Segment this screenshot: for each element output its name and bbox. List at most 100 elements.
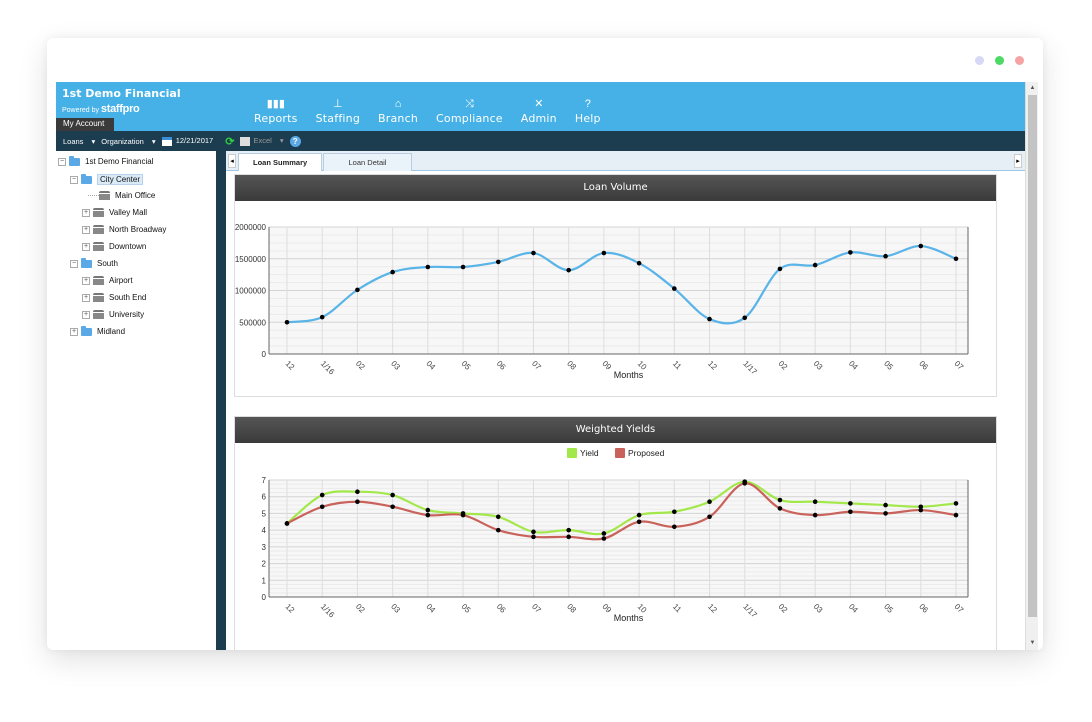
scroll-thumb[interactable] <box>1028 95 1037 617</box>
data-point <box>495 514 501 520</box>
my-account-button[interactable]: My Account <box>56 118 114 131</box>
x-tick-label: 04 <box>847 359 860 372</box>
x-tick-label: 12 <box>706 602 719 615</box>
data-point <box>777 506 783 511</box>
sidebar-splitter[interactable] <box>216 151 226 650</box>
x-tick-label: 07 <box>953 359 966 372</box>
nav-label: Compliance <box>436 112 503 125</box>
data-point <box>566 534 571 540</box>
help-icon[interactable]: ? <box>289 135 301 147</box>
data-point <box>355 499 360 505</box>
refresh-icon[interactable]: ⟳ <box>225 135 235 148</box>
tab-loan-summary[interactable]: Loan Summary <box>238 153 323 171</box>
collapse-toggle-icon[interactable]: − <box>70 259 78 268</box>
data-point <box>566 267 571 273</box>
tree-item[interactable]: + Valley Mall <box>82 208 147 217</box>
loans-dropdown[interactable]: Loans ▾ <box>63 136 96 146</box>
x-tick-label: 03 <box>812 359 825 372</box>
tab-scroll-right[interactable]: ▸ <box>1014 154 1022 168</box>
data-point <box>812 262 818 268</box>
expand-toggle-icon[interactable]: + <box>82 293 90 302</box>
tree-item[interactable]: − 1st Demo Financial <box>58 155 153 166</box>
excel-icon <box>240 136 251 146</box>
expand-toggle-icon[interactable]: + <box>70 327 78 336</box>
window-dot-close[interactable] <box>1015 56 1024 65</box>
tab-loan-detail[interactable]: Loan Detail <box>323 153 412 171</box>
window-dot-minimize[interactable] <box>975 56 984 65</box>
loans-label: Loans <box>63 136 84 146</box>
data-point <box>953 501 959 506</box>
x-tick-label: 06 <box>495 359 508 372</box>
tab-scroll-left[interactable]: ◂ <box>228 154 236 168</box>
excel-button[interactable]: Excel ▾ <box>240 136 284 146</box>
data-point <box>636 519 642 525</box>
data-point <box>848 509 853 515</box>
tree-item-label: Midland <box>97 327 126 336</box>
data-point <box>601 531 607 536</box>
tree-item[interactable]: + Downtown <box>82 242 146 251</box>
data-point <box>707 514 712 520</box>
tree-item[interactable]: + South End <box>82 293 146 302</box>
x-tick-label: 02 <box>354 359 367 372</box>
loan-volume-chart: 0 500000 1000000 1500000 2000000 12 1/16 02 03 04… <box>235 223 969 380</box>
organization-dropdown[interactable]: Organization ▾ <box>101 136 156 146</box>
nav-label: Help <box>574 112 601 125</box>
data-point <box>883 511 888 516</box>
vertical-scrollbar[interactable]: ▲ ▼ <box>1025 82 1038 650</box>
y-tick-label: 5 <box>262 509 267 518</box>
x-tick-label: 11 <box>671 359 684 372</box>
nav-reports[interactable]: ▮▮▮ Reports <box>254 98 298 125</box>
series-line <box>286 244 957 325</box>
x-tick-label: 11 <box>671 602 684 615</box>
data-point <box>319 314 325 320</box>
nav-branch[interactable]: ⌂ Branch <box>378 98 418 125</box>
nav-label: Admin <box>520 112 557 125</box>
tree-item[interactable]: + University <box>82 310 144 319</box>
legend-swatch <box>567 448 577 458</box>
tree-item[interactable]: − South <box>70 257 118 268</box>
expand-toggle-icon[interactable]: + <box>82 310 90 319</box>
data-point <box>918 507 924 513</box>
x-tick-label: 07 <box>953 602 966 615</box>
tree-item-label: North Broadway <box>109 225 167 234</box>
company-name: 1st Demo Financial <box>62 87 181 100</box>
collapse-toggle-icon[interactable]: − <box>58 157 66 166</box>
window-dot-maximize[interactable] <box>995 56 1004 65</box>
nav-label: Staffing <box>315 112 361 125</box>
tree-item[interactable]: + North Broadway <box>82 225 166 234</box>
data-point <box>672 286 677 291</box>
bank-icon <box>93 242 104 251</box>
top-navigation-bar: 1st Demo Financial Powered by staffpro M… <box>56 82 1025 131</box>
scroll-down-arrow[interactable]: ▼ <box>1029 640 1036 646</box>
tree-item-label: South End <box>109 293 147 302</box>
collapse-toggle-icon[interactable]: − <box>70 175 78 184</box>
expand-toggle-icon[interactable]: + <box>82 242 90 251</box>
data-point <box>495 527 501 533</box>
expand-toggle-icon[interactable]: + <box>82 208 90 217</box>
folder-icon <box>81 325 92 336</box>
powered-by-text: Powered by <box>62 107 99 114</box>
tab-bar: ◂ Loan Summary Loan Detail ▸ <box>226 151 1025 171</box>
data-point <box>460 264 466 270</box>
nav-admin[interactable]: ✕ Admin <box>521 98 557 125</box>
scroll-up-arrow[interactable]: ▲ <box>1029 85 1036 91</box>
data-point <box>425 507 431 513</box>
nav-help[interactable]: ? Help <box>575 98 601 125</box>
nav-label: Reports <box>254 112 298 125</box>
nav-staffing[interactable]: ⊥ Staffing <box>316 98 360 125</box>
x-tick-label: 07 <box>530 359 543 372</box>
date-picker[interactable]: 12/21/2017 <box>161 136 220 146</box>
tree-item[interactable]: + Midland <box>70 325 126 336</box>
tree-item[interactable]: − City Center <box>70 173 144 185</box>
x-tick-label: 02 <box>777 602 790 615</box>
tree-item[interactable]: + Airport <box>82 276 133 285</box>
bank-icon <box>93 225 104 234</box>
nav-compliance[interactable]: ⤨ Compliance <box>436 98 503 125</box>
x-tick-label: 08 <box>565 359 578 372</box>
shuffle-icon: ⤨ <box>465 98 474 110</box>
expand-toggle-icon[interactable]: + <box>82 276 90 285</box>
data-point <box>672 524 677 530</box>
expand-toggle-icon[interactable]: + <box>82 225 90 234</box>
y-tick-label: 0 <box>262 350 267 359</box>
tree-item[interactable]: Main Office <box>88 191 155 200</box>
